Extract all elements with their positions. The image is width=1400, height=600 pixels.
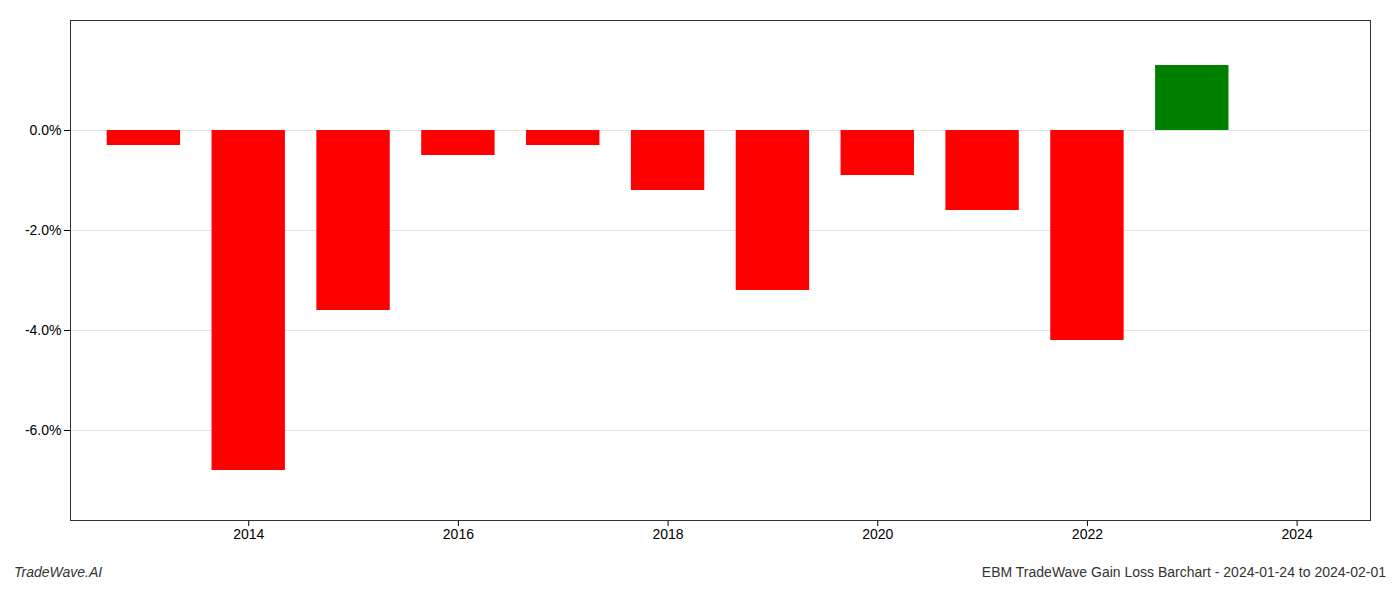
html-text:TradeWave.AI: TradeWave.AI <box>14 564 103 580</box>
svg-text:2020: 2020 <box>862 526 893 542</box>
svg-text:2014: 2014 <box>233 526 264 542</box>
svg-text:2018: 2018 <box>653 526 684 542</box>
svg-text:0.0%: 0.0% <box>30 122 62 138</box>
svg-text:-6.0%: -6.0% <box>25 422 62 438</box>
html-text:EBM TradeWave Gain Loss Barcha: EBM TradeWave Gain Loss Barchart - 2024-… <box>981 564 1386 580</box>
svg-text:2022: 2022 <box>1072 526 1103 542</box>
svg-text:-4.0%: -4.0% <box>25 322 62 338</box>
svg-text:2016: 2016 <box>443 526 474 542</box>
svg-text:2024: 2024 <box>1282 526 1313 542</box>
svg-text:-2.0%: -2.0% <box>25 222 62 238</box>
